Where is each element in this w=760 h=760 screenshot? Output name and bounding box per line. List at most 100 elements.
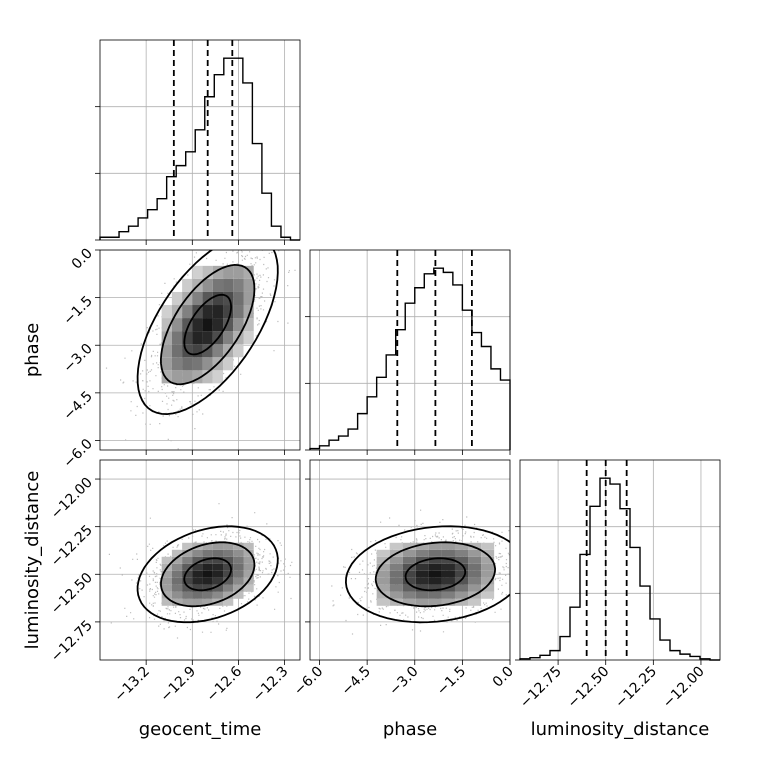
density-cell-21 — [441, 542, 455, 550]
density-cell-21 — [389, 584, 403, 592]
density-cell-20 — [202, 542, 213, 550]
hist-panel-geocent_time — [95, 39, 301, 241]
density-cell-21 — [481, 563, 495, 571]
density-cell-21 — [428, 563, 442, 571]
density-cell-10 — [233, 291, 244, 306]
density-cell-21 — [415, 591, 429, 599]
x-tick-label-luminosity_distance-1: −12.50 — [565, 664, 613, 712]
density-cell-20 — [233, 542, 244, 550]
density-cell-21 — [441, 598, 455, 606]
density-cell-10 — [202, 291, 213, 306]
density-cell-21 — [389, 556, 403, 564]
density-cell-20 — [182, 556, 193, 564]
density-cell-21 — [376, 584, 390, 592]
density-cell-10 — [182, 305, 193, 319]
density-cell-20 — [223, 542, 234, 550]
density-cell-21 — [415, 549, 429, 557]
density-cell-21 — [376, 549, 390, 557]
density-cell-20 — [223, 598, 234, 606]
density-cell-21 — [481, 591, 495, 599]
density-cell-20 — [202, 549, 213, 557]
frame-10 — [99, 249, 301, 451]
density-cell-21 — [454, 584, 469, 592]
density-cell-10 — [223, 331, 234, 345]
density-cell-20 — [192, 591, 203, 599]
x-tick-label-geocent_time-3: −12.3 — [250, 664, 292, 706]
density-cell-21 — [454, 556, 469, 564]
density-cell-20 — [233, 563, 244, 571]
panel-luminosity_distance-vs-geocent_time — [99, 459, 301, 661]
density-cell-21 — [454, 542, 469, 550]
density-cell-20 — [202, 584, 213, 592]
density-cell-20 — [202, 563, 213, 571]
density-cell-20 — [223, 549, 234, 557]
density-cell-10 — [192, 370, 203, 384]
density-cell-21 — [454, 598, 469, 606]
density-cell-20 — [192, 570, 203, 578]
density-cell-10 — [171, 344, 183, 358]
density-cell-20 — [212, 577, 224, 585]
density-cell-21 — [415, 584, 429, 592]
density-cell-20 — [202, 591, 213, 599]
hist-panel-luminosity_distance — [515, 459, 721, 661]
density-cell-21 — [428, 598, 442, 606]
density-cell-21 — [454, 563, 469, 571]
density-cell-10 — [171, 331, 183, 345]
density-cell-20 — [161, 570, 172, 578]
density-cell-21 — [402, 584, 416, 592]
density-cell-21 — [389, 591, 403, 599]
density-cell-10 — [161, 344, 172, 358]
density-cell-21 — [468, 570, 482, 578]
density-cell-10 — [171, 318, 183, 332]
x-tick-label-geocent_time-2: −12.6 — [204, 663, 246, 705]
density-cell-20 — [161, 584, 172, 592]
density-cell-20 — [182, 542, 193, 550]
density-cell-21 — [454, 591, 469, 599]
density-cell-10 — [161, 370, 172, 384]
density-cell-21 — [428, 584, 442, 592]
density-cell-21 — [481, 549, 495, 557]
panel-luminosity_distance-vs-phase — [309, 459, 511, 661]
density-cell-20 — [171, 598, 183, 606]
frame-phase — [309, 249, 511, 451]
histogram-luminosity_distance — [519, 477, 720, 661]
density-cell-10 — [243, 291, 254, 306]
density-cell-10 — [202, 370, 213, 384]
density-cell-21 — [376, 563, 390, 571]
density-cell-20 — [202, 570, 213, 578]
density-cell-10 — [192, 331, 203, 345]
density-cell-21 — [389, 542, 403, 550]
density-cell-21 — [402, 542, 416, 550]
density-cell-20 — [161, 577, 172, 585]
density-cell-20 — [243, 549, 254, 557]
x-tick-label-phase-1: −4.5 — [339, 664, 374, 699]
y-tick-label-phase-4: 0.0 — [69, 246, 96, 273]
density-cell-20 — [212, 542, 224, 550]
density-cell-10 — [212, 278, 224, 292]
y-tick-label-luminosity_distance-0: −12.75 — [48, 617, 96, 665]
density-cell-21 — [389, 570, 403, 578]
density-cell-21 — [376, 577, 390, 585]
y-tick-label-phase-1: −4.5 — [60, 388, 95, 423]
density-cell-21 — [454, 549, 469, 557]
density-cell-20 — [233, 570, 244, 578]
density-cell-20 — [182, 549, 193, 557]
x-tick-label-geocent_time-0: −13.2 — [111, 664, 153, 706]
density-cell-20 — [171, 570, 183, 578]
density-cell-20 — [171, 584, 183, 592]
density-cell-20 — [212, 549, 224, 557]
density-cell-21 — [428, 591, 442, 599]
y-tick-label-luminosity_distance-1: −12.50 — [48, 570, 96, 618]
density-cell-10 — [202, 331, 213, 345]
density-cell-20 — [243, 570, 254, 578]
density-cell-10 — [243, 278, 254, 292]
density-cell-21 — [428, 577, 442, 585]
density-cell-20 — [171, 549, 183, 557]
density-cell-20 — [171, 563, 183, 571]
density-cell-21 — [376, 570, 390, 578]
density-cell-10 — [182, 278, 193, 292]
density-cell-20 — [182, 598, 193, 606]
density-cell-20 — [233, 549, 244, 557]
panel-content-2-0 — [100, 460, 300, 660]
density-cell-10 — [233, 344, 244, 358]
